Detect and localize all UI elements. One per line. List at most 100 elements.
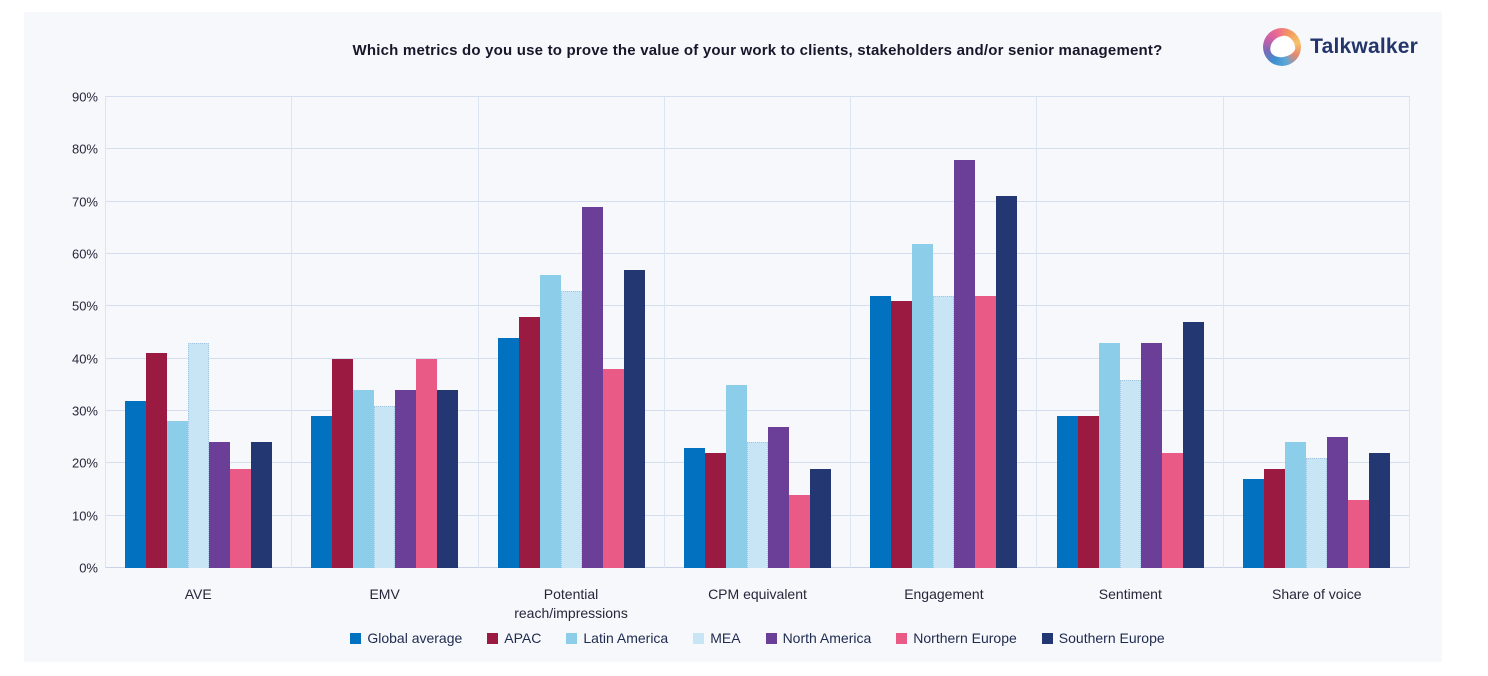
bar (416, 358, 438, 568)
bar (497, 337, 519, 568)
bar (912, 243, 934, 568)
gridline (105, 96, 1410, 97)
gridline (105, 410, 1410, 412)
legend-label: Northern Europe (913, 630, 1017, 646)
legend-swatch-icon (693, 632, 705, 644)
category-label: CPM equivalent (708, 586, 807, 602)
bar (1182, 322, 1204, 568)
legend-item: APAC (487, 630, 541, 646)
bar-group (851, 97, 1038, 568)
bar (954, 159, 976, 568)
bar (188, 342, 210, 568)
category-label: EMV (369, 586, 400, 602)
bar (933, 295, 955, 568)
legend-item: MEA (693, 630, 741, 646)
talkwalker-logo: Talkwalker (1263, 28, 1418, 66)
bar (809, 468, 831, 568)
y-tick-label: 90% (71, 89, 98, 105)
y-tick-label: 20% (71, 455, 98, 471)
y-tick-label: 80% (71, 141, 98, 157)
bar-cluster (665, 97, 850, 568)
y-axis: 0% 10% 20% 30% 40% 50% 60% 70% 80% 90% (40, 90, 98, 576)
bar (891, 301, 913, 568)
bar (1347, 499, 1369, 568)
bar (996, 196, 1018, 568)
bar (1263, 468, 1285, 568)
legend-swatch-icon (1041, 632, 1053, 644)
chart-title: Which metrics do you use to prove the va… (352, 42, 1163, 59)
bar (767, 426, 789, 568)
bar (1098, 342, 1120, 568)
bar-group (1224, 97, 1410, 568)
legend-swatch-icon (487, 632, 499, 644)
bar (1077, 416, 1099, 568)
bar (1242, 479, 1264, 568)
y-tick-label: 30% (71, 403, 98, 419)
category-label: Engagement (904, 586, 984, 602)
chart-panel: Which metrics do you use to prove the va… (24, 12, 1442, 662)
bar (1368, 452, 1390, 568)
bar (725, 384, 747, 568)
bar (704, 452, 726, 568)
bar (353, 390, 375, 568)
y-tick-label: 60% (71, 246, 98, 262)
bar-cluster (851, 97, 1036, 568)
bar (581, 206, 603, 568)
bar (437, 390, 459, 568)
bar-cluster (106, 97, 291, 568)
legend-swatch-icon (566, 632, 578, 644)
bar-group (665, 97, 852, 568)
legend-item: Latin America (566, 630, 668, 646)
y-tick-label: 70% (71, 194, 98, 210)
legend-swatch-icon (350, 632, 362, 644)
talkwalker-logo-icon (1263, 28, 1302, 66)
bar (1140, 342, 1162, 568)
legend-label: MEA (710, 630, 741, 646)
y-tick-label: 10% (71, 508, 98, 524)
legend-item: Northern Europe (896, 630, 1017, 646)
bar (539, 274, 561, 568)
bar (251, 442, 273, 568)
bar (230, 468, 252, 568)
bar (518, 316, 540, 568)
bar (146, 353, 168, 568)
category-axis: AVE EMV Potential reach/impressions CPM equ… (105, 576, 1410, 623)
legend-item: Global average (350, 630, 462, 646)
gridline (105, 200, 1410, 202)
bar (623, 269, 645, 568)
bar-cluster (479, 97, 664, 568)
legend-label: APAC (504, 630, 542, 646)
bar (395, 390, 417, 568)
bar (209, 442, 231, 568)
bar (975, 295, 997, 568)
legend-item: Southern Europe (1041, 630, 1165, 646)
bar (683, 447, 705, 568)
gridline (105, 305, 1410, 307)
bar-group (479, 97, 665, 568)
bar (1119, 379, 1141, 568)
legend-swatch-icon (896, 632, 908, 644)
bar (1284, 442, 1306, 568)
y-tick-label: 40% (71, 351, 98, 367)
bar-cluster (292, 97, 477, 568)
y-tick-label: 50% (71, 298, 98, 314)
talkwalker-wordmark: Talkwalker (1310, 35, 1418, 58)
bar (311, 416, 333, 568)
gridline (105, 148, 1410, 150)
legend-item: North America (765, 630, 871, 646)
bar (1161, 452, 1183, 568)
bar (870, 295, 892, 568)
gridline (105, 253, 1410, 255)
bar (788, 494, 810, 568)
bar-group (1037, 97, 1224, 568)
y-tick-label: 0% (79, 560, 98, 576)
bar (374, 405, 396, 568)
category-label: Share of voice (1271, 586, 1362, 602)
category-label: Potential reach/impressions (514, 586, 628, 621)
gridline (105, 357, 1410, 359)
legend-swatch-icon (765, 632, 777, 644)
bar (560, 290, 582, 568)
legend-label: Global average (367, 630, 463, 646)
bar (332, 358, 354, 568)
bar (1056, 416, 1078, 568)
